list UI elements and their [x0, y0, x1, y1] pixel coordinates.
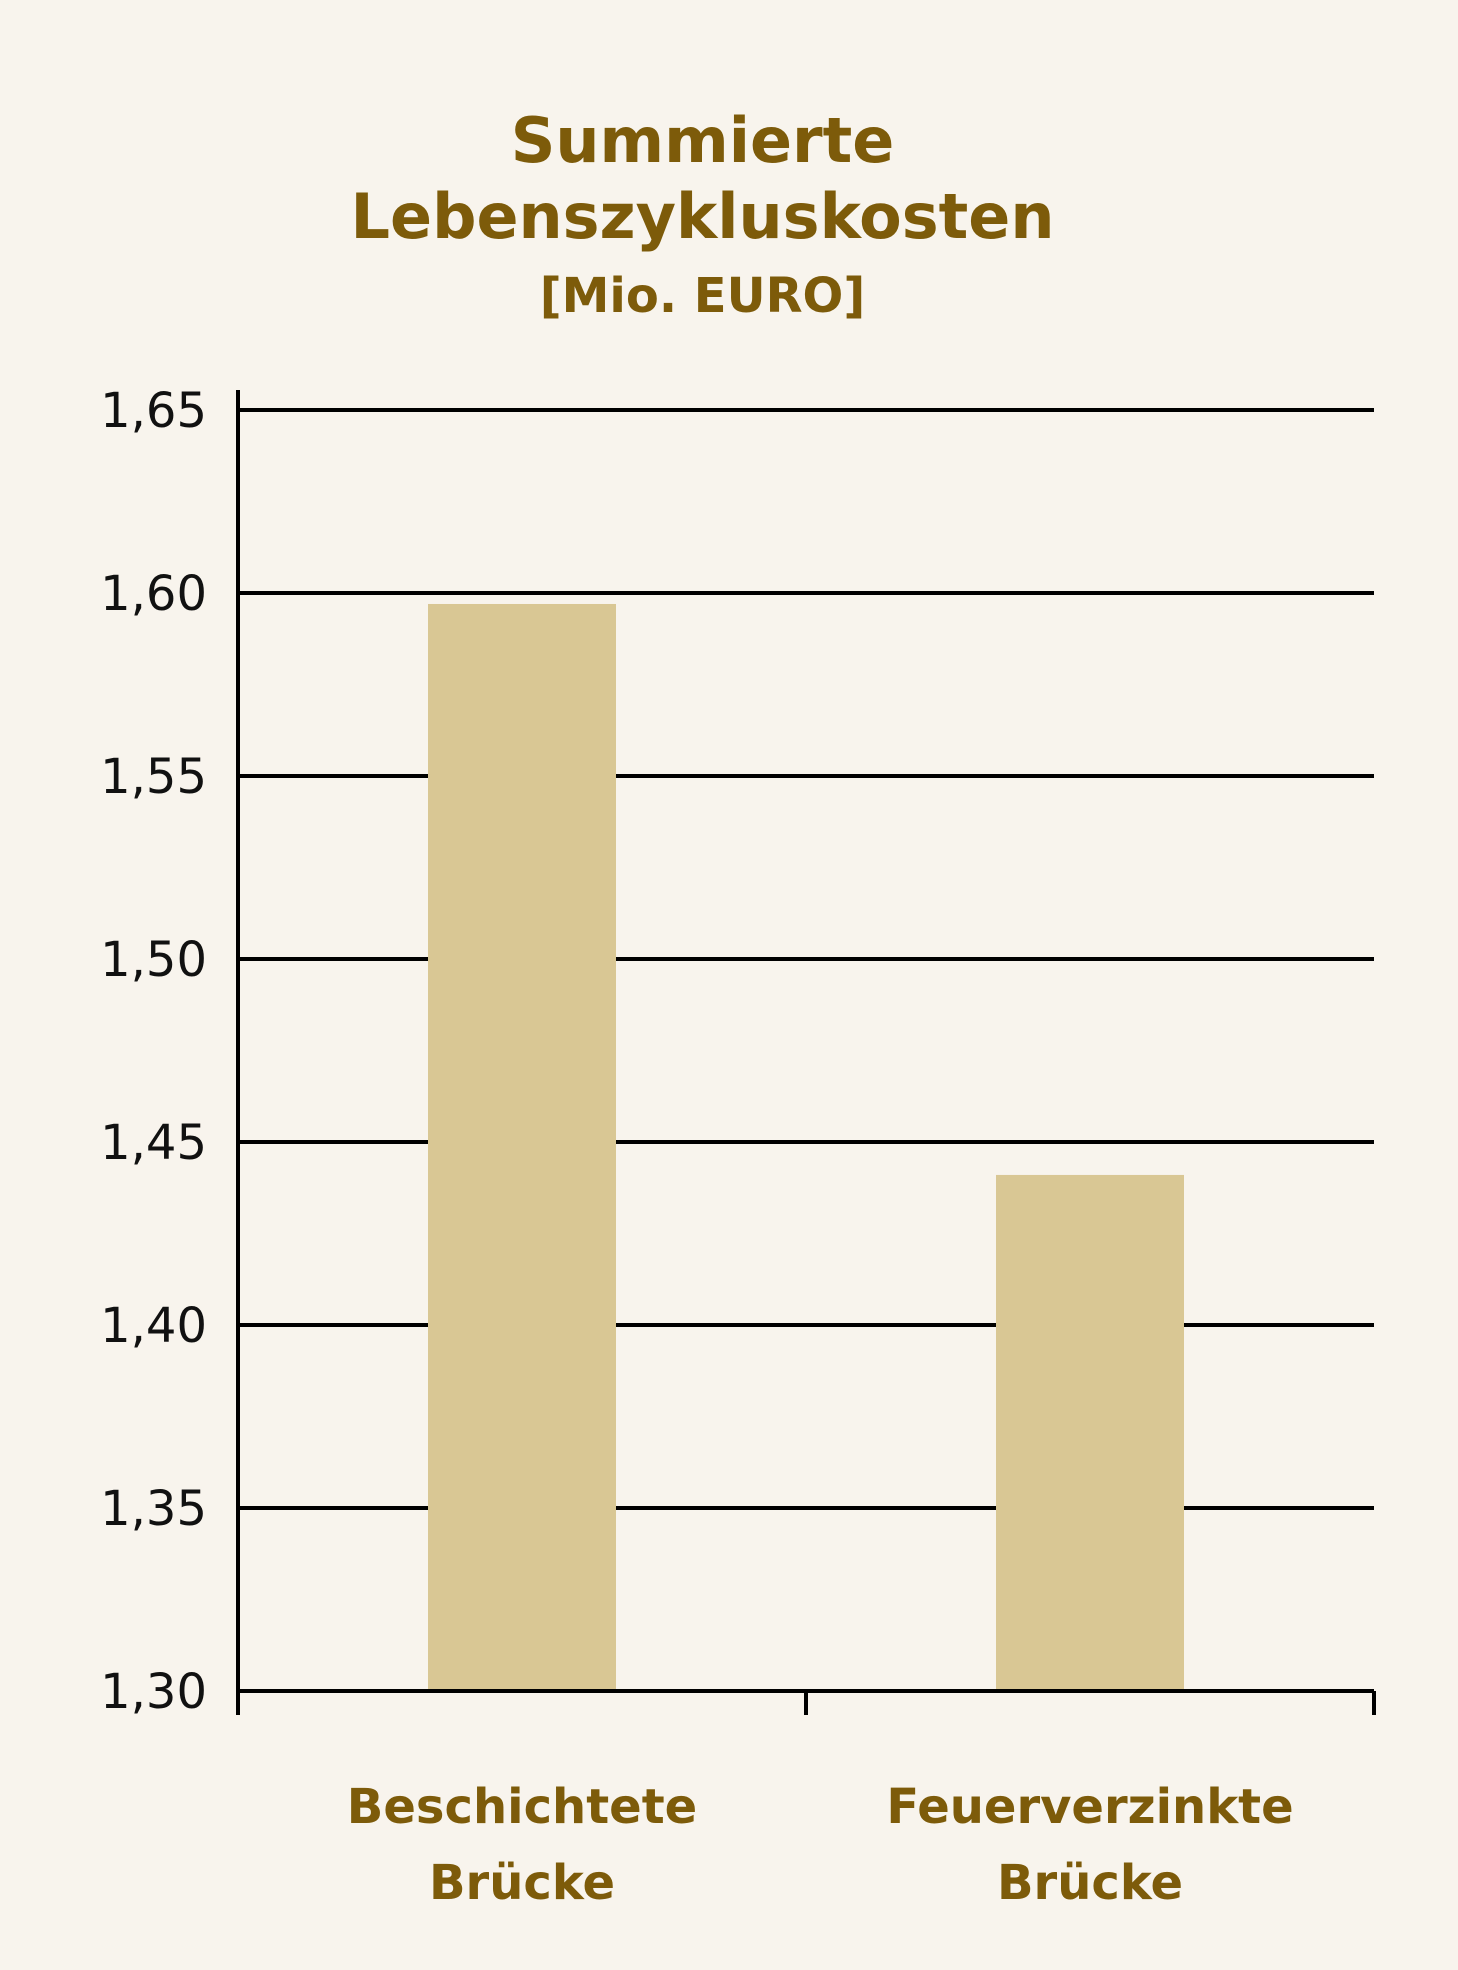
- bar: [996, 1174, 1184, 1691]
- y-tick-label: 1,65: [100, 383, 207, 439]
- y-tick-label: 1,50: [100, 932, 207, 988]
- y-tick-label: 1,55: [100, 749, 207, 805]
- chart-title-line-1: Summierte: [510, 104, 895, 177]
- y-tick-label: 1,30: [100, 1664, 207, 1720]
- axes: [236, 390, 1376, 1715]
- y-axis-unit-label: [Mio. EURO]: [539, 268, 866, 324]
- category-label: Brücke: [429, 1855, 615, 1911]
- bars: [428, 603, 1184, 1691]
- category-labels: Beschichtete Brücke Feuerverzinkte Brücke: [347, 1779, 1294, 1911]
- category-label: Feuerverzinkte: [886, 1779, 1293, 1835]
- y-tick-label: 1,45: [100, 1115, 207, 1171]
- y-tick-label: 1,35: [100, 1481, 207, 1537]
- bar: [428, 603, 616, 1691]
- chart-title-line-2: Lebenszykluskosten: [350, 180, 1055, 253]
- y-tick-label: 1,40: [100, 1298, 207, 1354]
- y-tick-label: 1,60: [100, 566, 207, 622]
- y-tick-labels: 1,30 1,35 1,40 1,45 1,50 1,55 1,60 1,65: [100, 383, 207, 1720]
- category-label: Beschichtete: [347, 1779, 697, 1835]
- category-label: Brücke: [997, 1855, 1183, 1911]
- gridlines: [238, 408, 1374, 1510]
